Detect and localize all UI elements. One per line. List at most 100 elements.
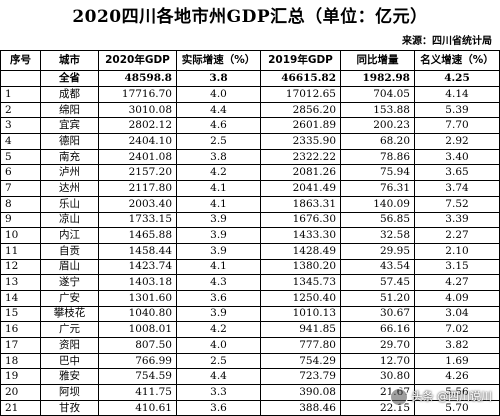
cell-gdp-2020: 2157.20 (98, 164, 177, 182)
table-row: 5 南充 2401.08 3.8 2322.22 78.86 3.40 (0, 148, 500, 166)
cell-gdp-2019: 1428.49 (260, 242, 341, 260)
cell-gdp-2019: 2601.89 (260, 117, 341, 135)
cell-increase: 704.05 (340, 86, 415, 103)
source-note: 来源：四川省统计局 (402, 36, 492, 47)
page-title: 2020四川各地市州GDP汇总（单位：亿元） (72, 7, 428, 27)
cell-gdp-2019: 1863.31 (260, 195, 341, 213)
cell-index: 3 (0, 117, 41, 135)
cell-city: 宜宾 (40, 117, 99, 135)
table-row: 19 雅安 754.59 4.4 723.79 30.80 4.26 (0, 368, 500, 386)
cell-index: 11 (0, 242, 41, 260)
cell-real-growth: 4.4 (176, 101, 261, 119)
cell-gdp-2020: 2003.40 (98, 195, 177, 213)
cell-city: 全省 (40, 70, 99, 87)
cell-increase: 30.80 (340, 368, 415, 386)
cell-nominal-growth: 2.92 (414, 133, 500, 150)
cell-index: 7 (0, 180, 41, 197)
cell-real-growth: 2.5 (176, 133, 261, 150)
cell-gdp-2020: 411.75 (98, 384, 177, 401)
cell-gdp-2019: 2041.49 (260, 180, 341, 197)
table-row: 4 德阳 2404.10 2.5 2335.90 68.20 2.92 (0, 133, 500, 150)
cell-nominal-growth: 7.52 (414, 195, 500, 213)
table-row: 2 绵阳 3010.08 4.4 2856.20 153.88 5.39 (0, 101, 500, 119)
cell-nominal-growth: 1.69 (414, 352, 500, 370)
cell-index: 20 (0, 384, 41, 401)
cell-gdp-2019: 1433.30 (260, 227, 341, 244)
cell-nominal-growth: 3.65 (414, 164, 500, 182)
cell-gdp-2020: 2401.08 (98, 148, 177, 166)
cell-real-growth: 4.4 (176, 368, 261, 386)
cell-index: 9 (0, 211, 41, 229)
cell-real-growth: 4.1 (176, 258, 261, 276)
cell-real-growth: 2.5 (176, 352, 261, 370)
cell-real-growth: 3.9 (176, 242, 261, 260)
cell-index: 4 (0, 133, 41, 150)
cell-index: 8 (0, 195, 41, 213)
cell-real-growth: 3.8 (176, 70, 261, 87)
cell-increase: 75.94 (340, 164, 415, 182)
cell-index: 1 (0, 86, 41, 103)
table-row: 9 凉山 1733.15 3.9 1676.30 56.85 3.39 (0, 211, 500, 229)
cell-nominal-growth: 3.15 (414, 258, 500, 276)
table-row: 13 遂宁 1403.18 4.3 1345.73 57.45 4.27 (0, 274, 500, 291)
cell-index (0, 70, 41, 87)
table-row: 17 资阳 807.50 4.0 777.80 29.70 3.82 (0, 337, 500, 354)
cell-city: 自贡 (40, 242, 99, 260)
cell-real-growth: 3.3 (176, 384, 261, 401)
cell-city: 乐山 (40, 195, 99, 213)
cell-nominal-growth: 3.74 (414, 180, 500, 197)
cell-index: 16 (0, 321, 41, 338)
cell-index: 14 (0, 289, 41, 307)
cell-city: 甘孜 (40, 399, 99, 416)
cell-city: 南充 (40, 148, 99, 166)
cell-increase: 43.54 (340, 258, 415, 276)
cell-real-growth: 3.9 (176, 227, 261, 244)
cell-nominal-growth: 2.27 (414, 227, 500, 244)
header-gdp-2019: 2019年GDP (260, 50, 341, 71)
cell-real-growth: 4.1 (176, 180, 261, 197)
cell-gdp-2020: 2802.12 (98, 117, 177, 135)
cell-nominal-growth: 7.02 (414, 321, 500, 338)
cell-city: 巴中 (40, 352, 99, 370)
table-row: 12 眉山 1423.74 4.1 1380.20 43.54 3.15 (0, 258, 500, 276)
cell-gdp-2020: 1040.80 (98, 305, 177, 323)
cell-gdp-2019: 941.85 (260, 321, 341, 338)
header-nominal-growth: 名义增速（%） (414, 50, 500, 71)
cell-index: 13 (0, 274, 41, 291)
cell-nominal-growth: 4.25 (414, 70, 500, 87)
cell-real-growth: 3.9 (176, 211, 261, 229)
table-row: 18 巴中 766.99 2.5 754.29 12.70 1.69 (0, 352, 500, 370)
cell-city: 内江 (40, 227, 99, 244)
cell-gdp-2019: 2335.90 (260, 133, 341, 150)
cell-increase: 1982.98 (340, 70, 415, 87)
cell-gdp-2019: 1380.20 (260, 258, 341, 276)
cell-gdp-2020: 766.99 (98, 352, 177, 370)
cell-real-growth: 4.2 (176, 164, 261, 182)
cell-index: 19 (0, 368, 41, 386)
cell-gdp-2020: 1008.01 (98, 321, 177, 338)
header-increase: 同比增量 (340, 50, 415, 71)
watermark: 头条 @四川说川 (389, 388, 493, 406)
cell-real-growth: 4.6 (176, 117, 261, 135)
cell-real-growth: 4.0 (176, 337, 261, 354)
cell-city: 达州 (40, 180, 99, 197)
gdp-table: 序号 城市 2020年GDP 实际增速（%） 2019年GDP 同比增量 名义增… (0, 50, 500, 416)
table-header-row: 序号 城市 2020年GDP 实际增速（%） 2019年GDP 同比增量 名义增… (0, 50, 500, 71)
cell-increase: 68.20 (340, 133, 415, 150)
header-gdp-2020: 2020年GDP (98, 50, 177, 71)
cell-city: 绵阳 (40, 101, 99, 119)
cell-nominal-growth: 4.14 (414, 86, 500, 103)
cell-index: 17 (0, 337, 41, 354)
cell-gdp-2019: 723.79 (260, 368, 341, 386)
cell-gdp-2020: 410.61 (98, 399, 177, 416)
cell-city: 成都 (40, 86, 99, 103)
cell-gdp-2020: 17716.70 (98, 86, 177, 103)
header-index: 序号 (0, 50, 41, 71)
cell-index: 10 (0, 227, 41, 244)
cell-gdp-2020: 2117.80 (98, 180, 177, 197)
cell-gdp-2019: 2856.20 (260, 101, 341, 119)
cell-city: 攀枝花 (40, 305, 99, 323)
cell-city: 广安 (40, 289, 99, 307)
watermark-text: 头条 @四川说川 (411, 390, 493, 403)
cell-nominal-growth: 4.26 (414, 368, 500, 386)
